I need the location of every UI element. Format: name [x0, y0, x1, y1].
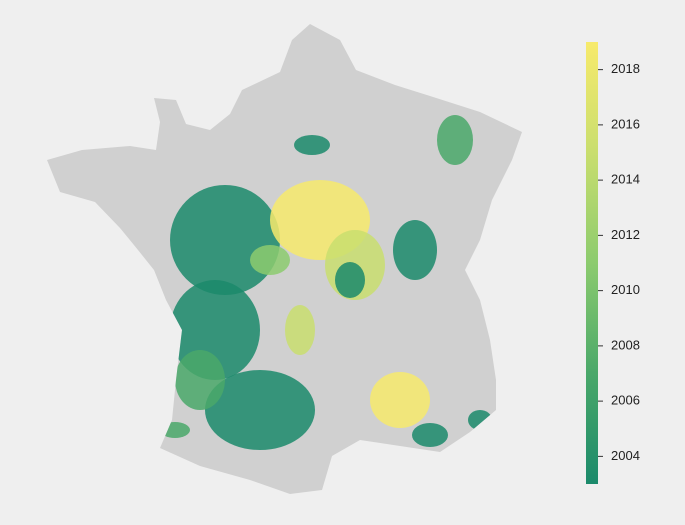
- forest-patch: [393, 220, 437, 280]
- forest-patch: [205, 370, 315, 450]
- forest-patch: [468, 410, 492, 430]
- forest-patch: [335, 262, 365, 298]
- forest-patch: [370, 372, 430, 428]
- forest-patch: [437, 115, 473, 165]
- forest-patch: [160, 422, 190, 438]
- forest-patch: [170, 185, 280, 295]
- colorbar: [586, 42, 598, 484]
- colorbar-tick-label: 2016: [611, 116, 640, 131]
- forest-patch: [250, 245, 290, 275]
- forest-patch: [175, 350, 225, 410]
- forest-patch: [294, 135, 330, 155]
- colorbar-tick-label: 2014: [611, 172, 640, 187]
- colorbar-tick-label: 2010: [611, 282, 640, 297]
- forest-patch: [285, 305, 315, 355]
- colorbar-tick-label: 2004: [611, 448, 640, 463]
- colorbar-tick-label: 2008: [611, 337, 640, 352]
- forest-patches: [160, 115, 492, 450]
- colorbar-tick-label: 2018: [611, 61, 640, 76]
- colorbar-tick-label: 2012: [611, 227, 640, 242]
- forest-patch: [412, 423, 448, 447]
- colorbar-tick-label: 2006: [611, 393, 640, 408]
